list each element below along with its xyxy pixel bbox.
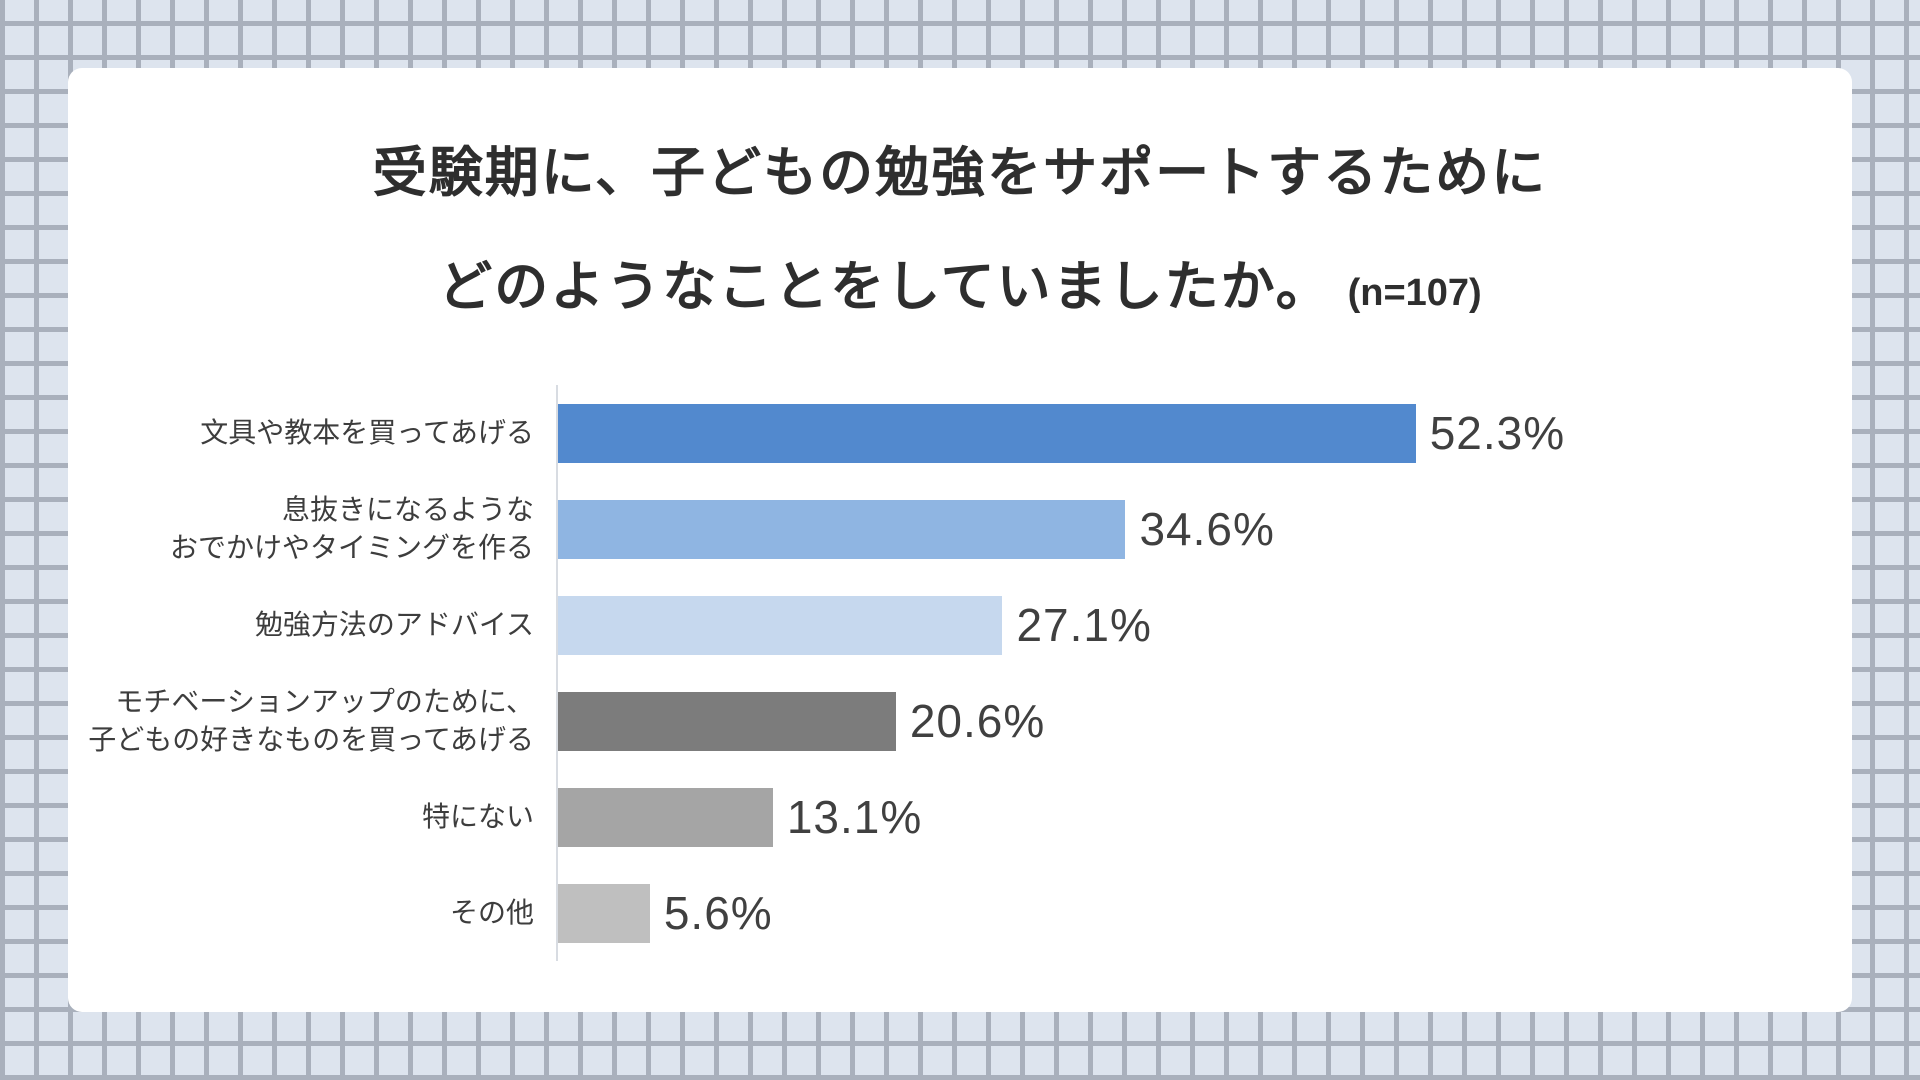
category-label: 勉強方法のアドバイス: [254, 609, 534, 641]
bar-chart: 文具や教本を買ってあげる 52.3% 息抜きになるような おでかけやタイミングを…: [68, 385, 1852, 961]
bar: [558, 691, 896, 751]
bar: [558, 787, 773, 847]
bar-track: 13.1%: [556, 769, 1852, 865]
value-label: 13.1%: [786, 791, 923, 843]
value-label: 5.6%: [663, 887, 773, 939]
value-label: 20.6%: [909, 695, 1046, 747]
category-label: 息抜きになるような おでかけやタイミングを作る: [169, 494, 534, 563]
value-label: 52.3%: [1429, 407, 1566, 459]
category-label: 文具や教本を買ってあげる: [200, 417, 534, 449]
chart-card: 受験期に、子どもの勉強をサポートするために どのようなことをしていましたか。 (n…: [68, 68, 1852, 1012]
bar: [558, 403, 1416, 463]
value-label: 27.1%: [1016, 599, 1152, 651]
bar-track: 27.1%: [556, 577, 1852, 673]
chart-title-line2: どのようなことをしていましたか。 (n=107): [68, 260, 1852, 314]
chart-title-line2-text: どのようなことをしていましたか。: [438, 257, 1332, 317]
value-label: 34.6%: [1139, 503, 1275, 555]
category-label: その他: [449, 897, 534, 929]
chart-title: 受験期に、子どもの勉強をサポートするために どのようなことをしていましたか。 (n…: [68, 146, 1852, 314]
chart-title-line1: 受験期に、子どもの勉強をサポートするために: [372, 143, 1548, 203]
chart-row: 文具や教本を買ってあげる 52.3%: [68, 385, 1852, 481]
chart-row: 特にない 13.1%: [68, 769, 1852, 865]
bar-track: 34.6%: [556, 481, 1852, 577]
bar: [558, 883, 650, 943]
bar: [558, 595, 1003, 655]
chart-row: その他 5.6%: [68, 865, 1852, 961]
chart-row: 息抜きになるような おでかけやタイミングを作る 34.6%: [68, 481, 1852, 577]
category-label: モチベーションアップのために、 子どもの好きなものを買ってあげる: [88, 686, 534, 755]
chart-row: モチベーションアップのために、 子どもの好きなものを買ってあげる 20.6%: [68, 673, 1852, 769]
bar-track: 5.6%: [556, 865, 1852, 961]
chart-row: 勉強方法のアドバイス 27.1%: [68, 577, 1852, 673]
sample-size-label: (n=107): [1347, 272, 1482, 314]
bar-track: 20.6%: [556, 673, 1852, 769]
category-label: 特にない: [421, 801, 534, 833]
bar-track: 52.3%: [556, 385, 1852, 481]
bar: [558, 499, 1126, 559]
